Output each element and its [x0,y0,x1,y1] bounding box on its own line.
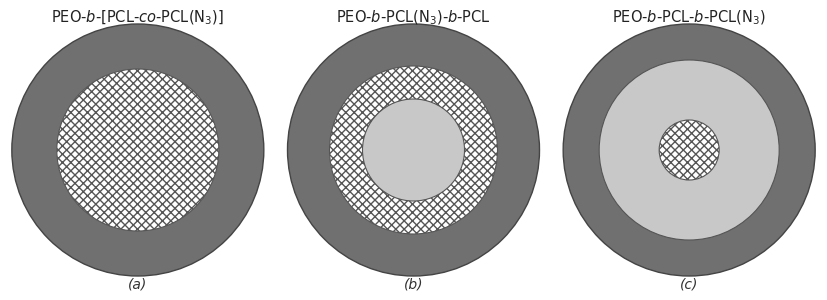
Ellipse shape [329,66,498,234]
Ellipse shape [600,60,779,240]
Ellipse shape [659,120,719,180]
Text: (c): (c) [680,277,698,291]
Ellipse shape [563,24,815,276]
Text: PEO-$\it{b}$-[PCL-$\it{co}$-PCL(N$_3$)]: PEO-$\it{b}$-[PCL-$\it{co}$-PCL(N$_3$)] [51,9,224,27]
Text: (a): (a) [128,277,147,291]
Ellipse shape [57,69,219,231]
Text: PEO-$\it{b}$-PCL-$\it{b}$-PCL(N$_3$): PEO-$\it{b}$-PCL-$\it{b}$-PCL(N$_3$) [612,9,766,27]
Text: (b): (b) [404,277,423,291]
Text: PEO-$\it{b}$-PCL(N$_3$)-$\it{b}$-PCL: PEO-$\it{b}$-PCL(N$_3$)-$\it{b}$-PCL [336,9,491,27]
Ellipse shape [362,99,465,201]
Ellipse shape [12,24,264,276]
Ellipse shape [288,24,539,276]
